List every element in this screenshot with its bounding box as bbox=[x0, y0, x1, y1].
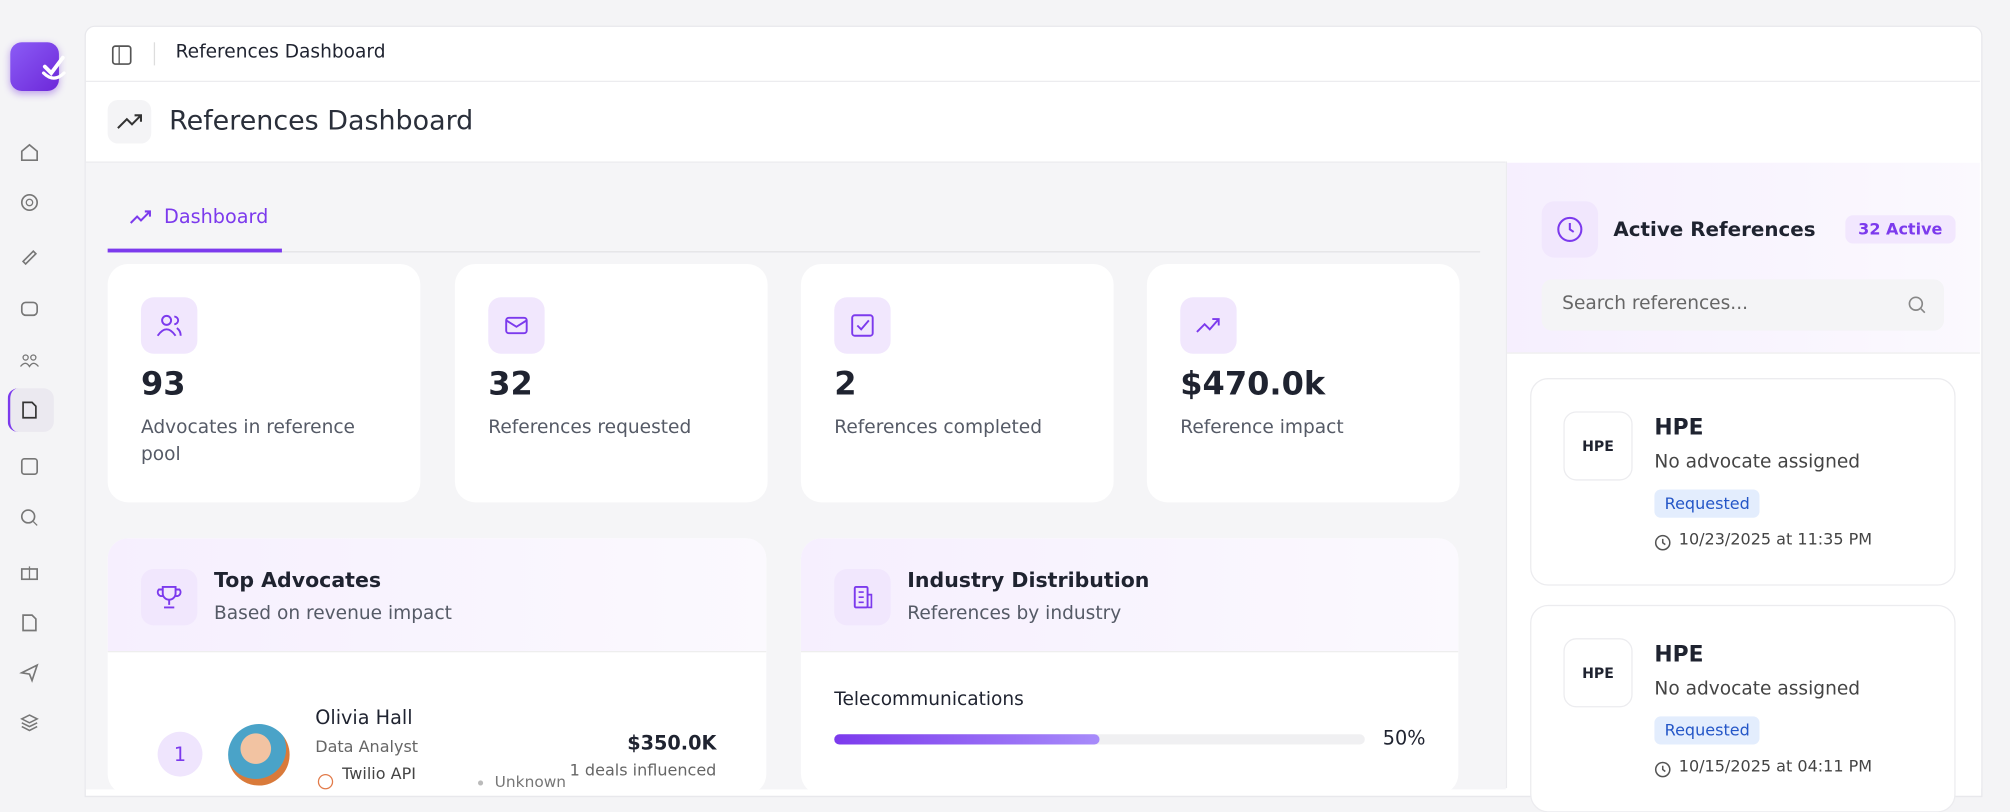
advocate-company: Twilio API bbox=[342, 763, 416, 783]
sidebar bbox=[0, 0, 77, 788]
progress-track bbox=[834, 734, 1365, 745]
reference-card bbox=[1530, 604, 1956, 812]
avatar bbox=[228, 724, 290, 786]
company-name: HPE bbox=[1654, 415, 1704, 441]
stat-value: 2 bbox=[834, 365, 857, 403]
divider bbox=[85, 80, 1980, 83]
nav-icon[interactable] bbox=[19, 713, 40, 734]
nav-icon[interactable] bbox=[19, 350, 40, 371]
clock-icon bbox=[1654, 759, 1671, 783]
nav-icon[interactable] bbox=[19, 400, 40, 421]
card-header bbox=[107, 538, 767, 653]
search-placeholder: Search references... bbox=[1562, 293, 1749, 314]
stat-label: References requested bbox=[488, 417, 692, 439]
divider bbox=[153, 42, 156, 66]
card-title: Top Advocates bbox=[214, 567, 382, 593]
panel-title: Active References bbox=[1613, 217, 1816, 241]
tab-icon bbox=[129, 210, 151, 224]
stat-label: Reference impact bbox=[1180, 417, 1344, 439]
advocate-amount: $350.0K bbox=[627, 731, 717, 755]
progress-bar bbox=[834, 734, 1100, 745]
active-nav[interactable] bbox=[7, 388, 54, 432]
nav-home[interactable] bbox=[19, 142, 40, 163]
nav-icon[interactable] bbox=[19, 299, 40, 320]
card-title: Industry Distribution bbox=[907, 567, 1150, 593]
clock-icon bbox=[1541, 201, 1599, 258]
top-advocates-card bbox=[107, 538, 767, 795]
stat-label: References completed bbox=[834, 417, 1043, 439]
nav-icon[interactable] bbox=[19, 507, 40, 528]
industry-card bbox=[800, 538, 1459, 795]
stat-value: 32 bbox=[488, 365, 533, 403]
search-box[interactable] bbox=[1541, 279, 1945, 331]
stat-icon bbox=[1180, 297, 1237, 354]
tab-underline bbox=[107, 248, 282, 253]
card-header bbox=[800, 538, 1459, 653]
card-subtitle: Based on revenue impact bbox=[214, 603, 452, 625]
search-icon bbox=[1908, 296, 1926, 314]
nav-icon[interactable] bbox=[19, 561, 40, 582]
advocate-deals: 1 deals influenced bbox=[569, 759, 717, 780]
building-icon bbox=[834, 568, 891, 626]
nav-icon[interactable] bbox=[19, 663, 40, 684]
page-title: References Dashboard bbox=[169, 105, 474, 136]
stat-icon bbox=[834, 297, 891, 354]
breadcrumb: References Dashboard bbox=[175, 42, 386, 63]
advocate-name: Olivia Hall bbox=[315, 706, 413, 730]
company-logo: HPE bbox=[1563, 411, 1633, 481]
company-name: HPE bbox=[1654, 642, 1704, 668]
industry-name: Telecommunications bbox=[834, 689, 1024, 710]
stat-label: Advocates in reference pool bbox=[140, 417, 355, 466]
status-badge: Requested bbox=[1654, 489, 1761, 518]
tab-rule bbox=[107, 251, 1481, 253]
advocate-role: Data Analyst bbox=[315, 736, 419, 757]
nav-icon[interactable] bbox=[19, 247, 40, 268]
advocate-industry: Unknown bbox=[494, 772, 567, 791]
nav-icon[interactable] bbox=[19, 613, 40, 634]
header-icon bbox=[107, 99, 152, 144]
request-date: 10/15/2025 at 04:11 PM bbox=[1678, 756, 1873, 776]
stat-icon bbox=[488, 297, 545, 354]
company-icon bbox=[317, 774, 334, 790]
active-badge: 32 Active bbox=[1845, 215, 1956, 244]
tab[interactable]: Dashboard bbox=[164, 205, 269, 229]
nav-icon[interactable] bbox=[19, 192, 40, 213]
nav-icon[interactable] bbox=[19, 456, 40, 477]
trophy-icon bbox=[140, 568, 198, 626]
stat-value: 93 bbox=[140, 365, 186, 403]
dot bbox=[477, 780, 484, 786]
stat-icon bbox=[140, 297, 198, 354]
status-badge: Requested bbox=[1654, 716, 1761, 745]
company-logo: HPE bbox=[1563, 638, 1633, 708]
request-date: 10/23/2025 at 11:35 PM bbox=[1678, 529, 1873, 549]
advocate-status: No advocate assigned bbox=[1654, 679, 1861, 700]
reference-card bbox=[1530, 378, 1956, 586]
stat-value: $470.0k bbox=[1180, 365, 1326, 403]
card-subtitle: References by industry bbox=[907, 603, 1122, 625]
rank-badge: 1 bbox=[157, 731, 203, 777]
industry-percent: 50% bbox=[1382, 726, 1426, 750]
advocate-status: No advocate assigned bbox=[1654, 452, 1861, 473]
sidebar-toggle[interactable] bbox=[111, 45, 132, 66]
clock-icon bbox=[1654, 532, 1671, 556]
logo[interactable] bbox=[10, 42, 66, 91]
